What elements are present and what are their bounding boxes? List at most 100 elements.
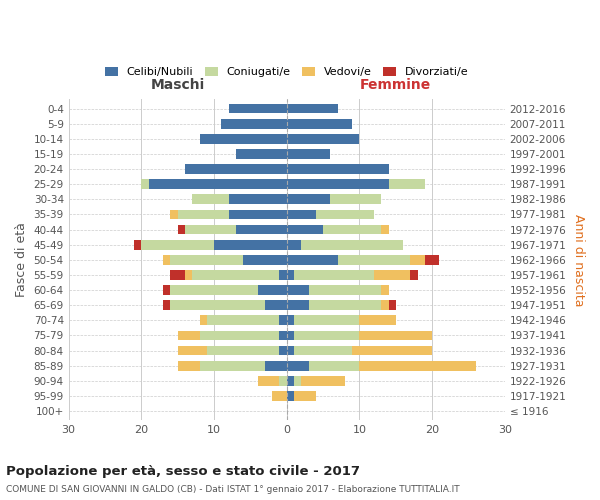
Bar — [294, 330, 359, 340]
Bar — [229, 104, 287, 114]
Bar — [229, 194, 287, 204]
Bar — [287, 119, 352, 128]
Bar — [200, 361, 265, 370]
Bar — [410, 270, 418, 280]
Bar — [323, 224, 381, 234]
Bar — [178, 210, 229, 220]
Bar — [287, 330, 294, 340]
Bar — [163, 255, 170, 264]
Bar — [316, 210, 374, 220]
Bar — [294, 376, 301, 386]
Bar — [178, 346, 207, 356]
Bar — [229, 210, 287, 220]
Bar — [170, 300, 265, 310]
Bar — [287, 180, 389, 189]
Bar — [294, 316, 359, 325]
Bar — [192, 270, 280, 280]
Bar — [287, 164, 389, 174]
Bar — [236, 224, 287, 234]
Bar — [287, 149, 331, 159]
Bar — [381, 300, 389, 310]
Y-axis label: Fasce di età: Fasce di età — [15, 222, 28, 298]
Bar — [200, 316, 207, 325]
Bar — [374, 270, 410, 280]
Bar — [287, 316, 294, 325]
Bar — [142, 240, 214, 250]
Y-axis label: Anni di nascita: Anni di nascita — [572, 214, 585, 306]
Bar — [178, 361, 200, 370]
Bar — [257, 376, 280, 386]
Bar — [163, 300, 170, 310]
Bar — [301, 376, 345, 386]
Bar — [149, 180, 287, 189]
Bar — [280, 330, 287, 340]
Bar — [287, 285, 308, 295]
Bar — [389, 300, 396, 310]
Bar — [308, 361, 359, 370]
Bar — [352, 346, 432, 356]
Bar — [170, 255, 243, 264]
Bar — [185, 224, 236, 234]
Bar — [163, 285, 170, 295]
Text: Popolazione per età, sesso e stato civile - 2017: Popolazione per età, sesso e stato civil… — [6, 465, 360, 478]
Bar — [359, 361, 476, 370]
Bar — [200, 134, 287, 143]
Bar — [294, 391, 316, 401]
Bar — [381, 224, 389, 234]
Bar — [301, 240, 403, 250]
Legend: Celibi/Nubili, Coniugati/e, Vedovi/e, Divorziati/e: Celibi/Nubili, Coniugati/e, Vedovi/e, Di… — [101, 64, 472, 80]
Bar — [178, 224, 185, 234]
Bar — [142, 180, 149, 189]
Bar — [425, 255, 439, 264]
Bar — [287, 240, 301, 250]
Bar — [287, 270, 294, 280]
Bar — [265, 361, 287, 370]
Bar — [257, 285, 287, 295]
Bar — [287, 376, 294, 386]
Bar — [280, 376, 287, 386]
Bar — [287, 255, 338, 264]
Bar — [200, 330, 280, 340]
Bar — [243, 255, 287, 264]
Bar — [280, 270, 287, 280]
Bar — [381, 285, 389, 295]
Bar — [221, 119, 287, 128]
Bar — [170, 285, 257, 295]
Bar — [287, 134, 359, 143]
Bar — [280, 316, 287, 325]
Bar — [287, 194, 331, 204]
Bar — [287, 346, 294, 356]
Text: Femmine: Femmine — [360, 78, 431, 92]
Bar — [185, 270, 192, 280]
Bar — [287, 210, 316, 220]
Bar — [236, 149, 287, 159]
Bar — [331, 194, 381, 204]
Bar — [287, 104, 338, 114]
Bar — [338, 255, 410, 264]
Bar — [272, 391, 287, 401]
Bar — [170, 210, 178, 220]
Text: Maschi: Maschi — [151, 78, 205, 92]
Bar — [170, 270, 185, 280]
Bar — [389, 180, 425, 189]
Bar — [185, 164, 287, 174]
Bar — [294, 346, 352, 356]
Bar — [265, 300, 287, 310]
Bar — [214, 240, 287, 250]
Bar — [287, 224, 323, 234]
Bar — [359, 330, 432, 340]
Bar — [359, 316, 396, 325]
Bar — [280, 346, 287, 356]
Bar — [410, 255, 425, 264]
Bar — [287, 391, 294, 401]
Bar — [287, 361, 308, 370]
Bar — [207, 346, 280, 356]
Bar — [207, 316, 280, 325]
Bar — [287, 300, 308, 310]
Text: COMUNE DI SAN GIOVANNI IN GALDO (CB) - Dati ISTAT 1° gennaio 2017 - Elaborazione: COMUNE DI SAN GIOVANNI IN GALDO (CB) - D… — [6, 485, 460, 494]
Bar — [308, 285, 381, 295]
Bar — [178, 330, 200, 340]
Bar — [192, 194, 229, 204]
Bar — [134, 240, 142, 250]
Bar — [308, 300, 381, 310]
